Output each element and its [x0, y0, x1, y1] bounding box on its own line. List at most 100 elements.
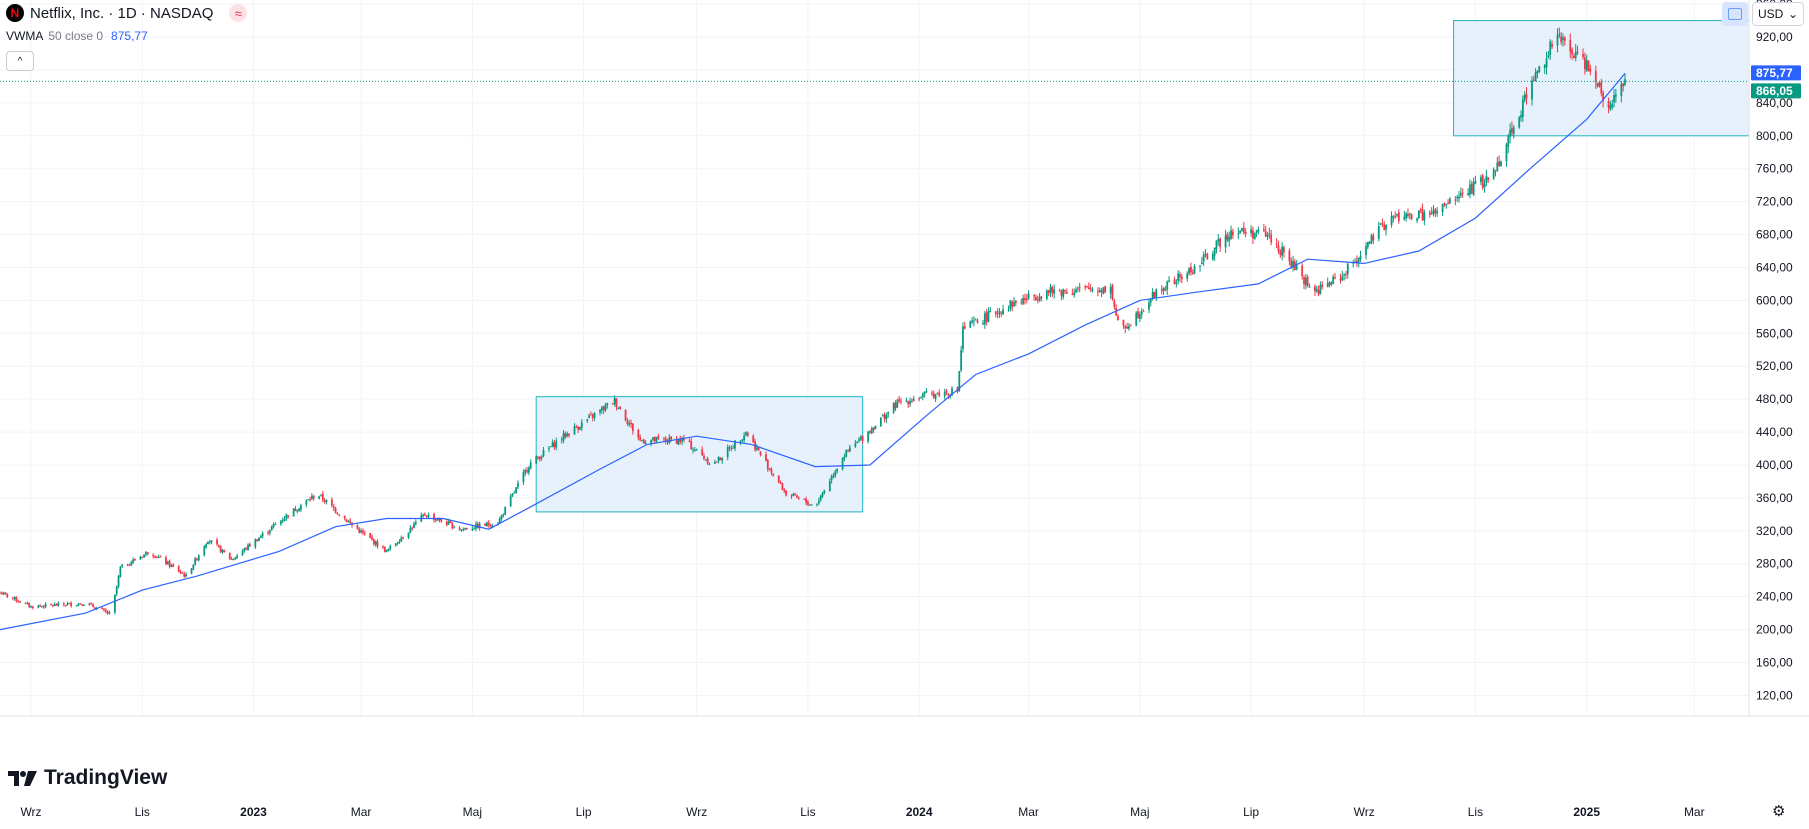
candle [1204, 249, 1207, 258]
candle-body [522, 472, 525, 483]
object-tree-button[interactable] [1722, 2, 1748, 26]
candle [989, 307, 992, 313]
candle-body [757, 447, 760, 451]
candle-body [1505, 144, 1508, 162]
candle-body [644, 442, 647, 444]
candle-body [1321, 284, 1324, 288]
candle [285, 513, 288, 521]
indicators-wave-icon[interactable]: ≈ [229, 4, 248, 22]
candle [1339, 273, 1342, 284]
candle [1086, 285, 1088, 289]
candle-body [1281, 246, 1284, 256]
candle [283, 516, 286, 522]
candle-body [938, 392, 941, 396]
vwma-price-badge-text: 875,77 [1756, 66, 1793, 80]
candle [400, 535, 403, 543]
candle [157, 554, 160, 559]
y-tick-label: 680,00 [1756, 228, 1793, 242]
candle [1549, 39, 1552, 61]
candle-body [41, 606, 43, 608]
candle-body [1242, 227, 1245, 233]
candle [1071, 288, 1074, 296]
candle [936, 392, 939, 395]
candle [1532, 75, 1535, 82]
candle-body [1084, 286, 1087, 288]
candle-body [92, 604, 94, 608]
candle-body [1038, 296, 1041, 301]
indicator-legend[interactable]: VWMA 50 close 0 875,77 [6, 29, 148, 43]
candle [166, 560, 169, 566]
candle-body [1213, 247, 1216, 256]
candle [1355, 255, 1358, 267]
candle-body [511, 493, 514, 497]
candle [1252, 226, 1254, 245]
candle-body [692, 449, 694, 451]
candle-body [832, 475, 835, 477]
candle [292, 508, 295, 517]
candle [898, 395, 901, 404]
collapse-legend-button[interactable]: ^ [6, 51, 34, 71]
candle [704, 458, 707, 461]
candle-body [159, 556, 162, 558]
candle-body [1494, 170, 1497, 172]
candle-body [39, 605, 42, 607]
candle [690, 438, 693, 450]
candle [1498, 155, 1501, 167]
candle-body [1485, 176, 1488, 183]
candle [542, 446, 545, 458]
candle-body [1523, 94, 1526, 101]
candle-body [1033, 295, 1035, 297]
candle [236, 553, 238, 559]
candle [1443, 202, 1446, 208]
candle [1343, 273, 1346, 281]
candle-body [185, 574, 187, 577]
candle-body [1602, 92, 1604, 101]
candle-body [1582, 54, 1584, 58]
candle-body [969, 321, 972, 328]
candle [843, 453, 846, 462]
candle-body [1620, 83, 1623, 97]
candle-body [881, 415, 884, 417]
candle-body [867, 431, 870, 442]
candle [681, 436, 683, 446]
y-tick-label: 360,00 [1756, 491, 1793, 505]
candle [243, 547, 246, 553]
candle-body [1532, 79, 1535, 81]
candle [1458, 191, 1460, 203]
candle [50, 603, 52, 606]
candle-body [1252, 230, 1254, 239]
currency-select[interactable]: USD ⌄ [1752, 2, 1804, 26]
candle [15, 596, 18, 603]
candle-body [1153, 291, 1156, 298]
candle-body [887, 412, 890, 415]
candle-body [1558, 33, 1561, 36]
tradingview-watermark[interactable]: TradingView [8, 766, 167, 790]
candle [1292, 255, 1294, 272]
candle [1445, 203, 1448, 209]
candle-body [951, 388, 953, 396]
candle-body [362, 530, 364, 533]
gear-icon[interactable]: ⚙ [1772, 803, 1786, 820]
candle-body [321, 493, 324, 500]
candle-body [1064, 290, 1066, 292]
last-price-badge-bg [1751, 83, 1801, 99]
candle [527, 465, 530, 476]
candle [88, 602, 91, 606]
candle-body [0, 592, 3, 595]
candle [823, 489, 826, 495]
candle-body [1315, 288, 1318, 292]
candle-body [130, 562, 133, 566]
candle-body [51, 605, 54, 607]
candle [1487, 177, 1490, 184]
candle-body [542, 449, 545, 457]
candle [755, 444, 758, 452]
candle [451, 522, 454, 530]
candle [1242, 221, 1245, 235]
symbol-title[interactable]: Netflix, Inc. · 1D · NASDAQ [30, 4, 214, 22]
candle [1551, 40, 1553, 49]
candle-body [1428, 212, 1431, 215]
candle-body [730, 448, 733, 450]
candle-body [385, 549, 388, 552]
candle-body [369, 532, 372, 538]
